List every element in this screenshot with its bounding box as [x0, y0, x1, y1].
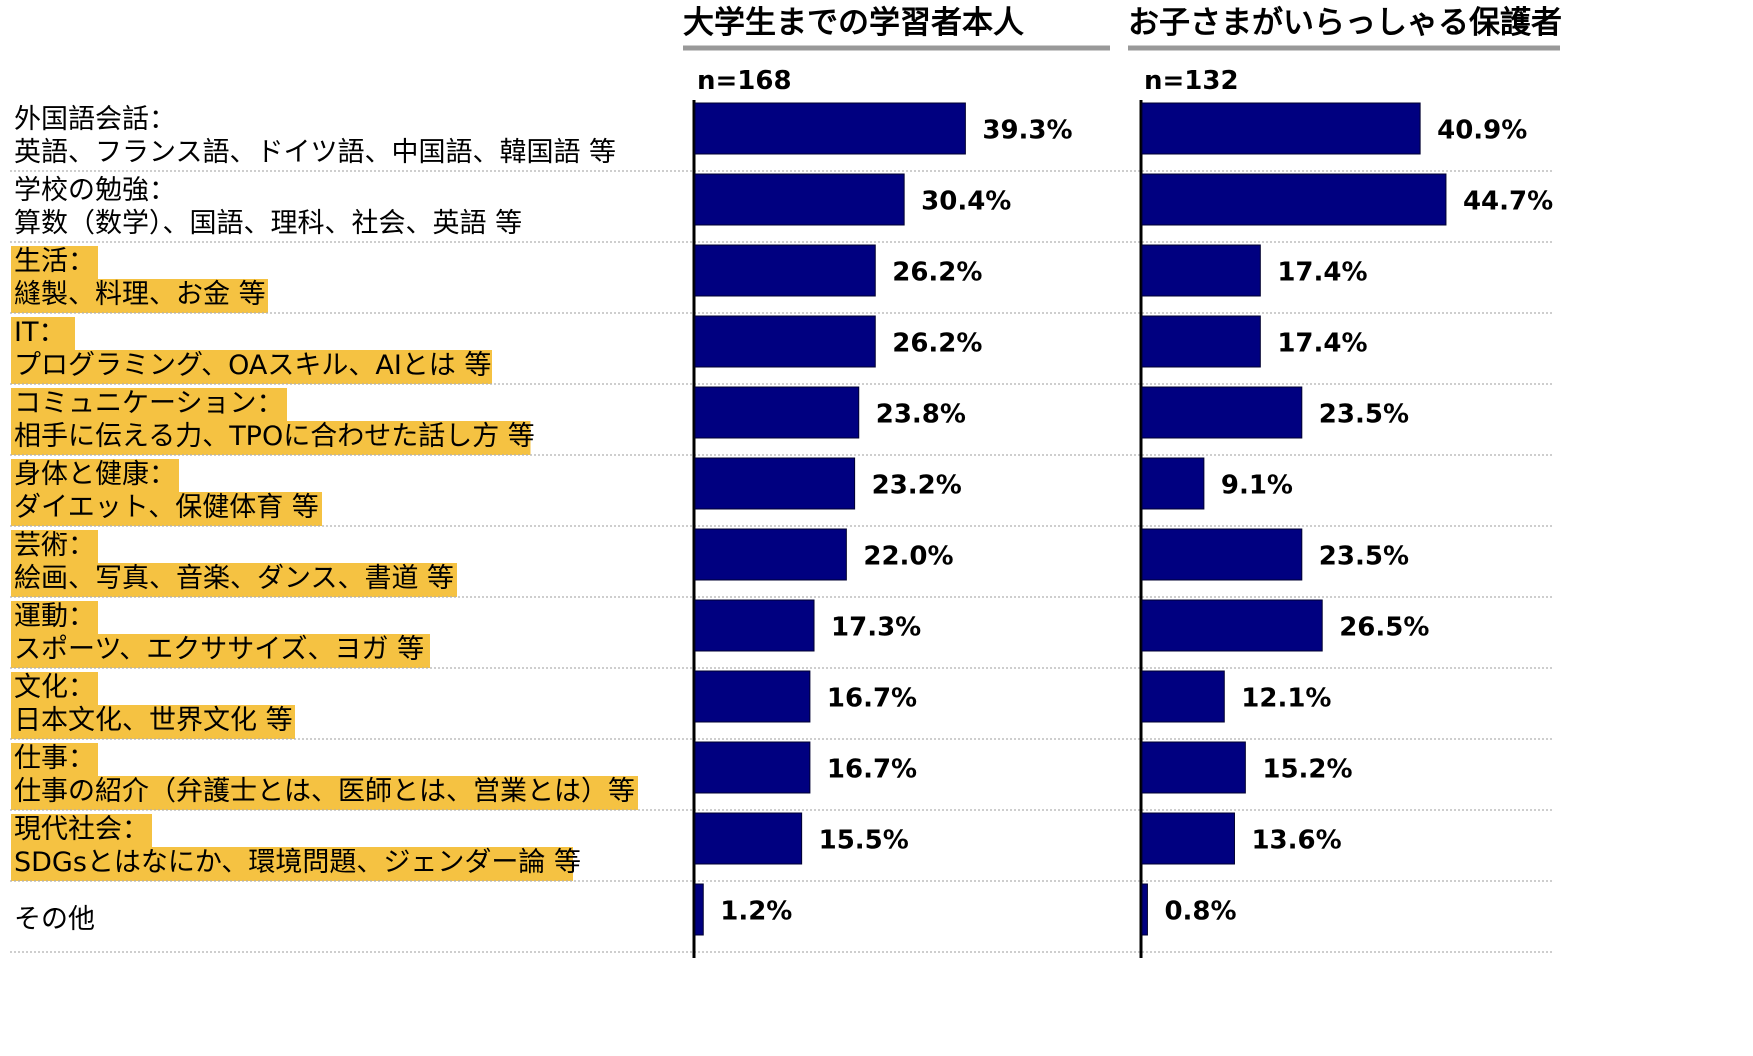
category-examples: 仕事の紹介（弁護士とは、医師とは、営業とは）等	[14, 776, 635, 807]
category-title: IT：	[14, 317, 65, 348]
data-label: 0.8%	[1164, 897, 1236, 927]
series-title: 大学生までの学習者本人	[683, 5, 1024, 41]
category-examples: 相手に伝える力、TPOに合わせた話し方 等	[14, 421, 535, 452]
bar	[1141, 102, 1421, 155]
category-highlight-examples	[11, 279, 268, 313]
category-highlight-examples	[11, 847, 573, 881]
data-label: 30.4%	[921, 187, 1011, 217]
category-examples: 日本文化、世界文化 等	[14, 705, 293, 736]
bar	[1141, 528, 1303, 581]
category-examples: 縫製、料理、お金 等	[14, 279, 266, 310]
sample-size-label: n=132	[1144, 66, 1239, 96]
data-label: 23.2%	[872, 471, 962, 501]
data-label: 44.7%	[1463, 187, 1553, 217]
data-label: 23.5%	[1319, 400, 1409, 430]
category-highlight-title	[11, 743, 98, 776]
category-title: 芸術：	[14, 530, 95, 561]
data-label: 12.1%	[1241, 684, 1331, 714]
category-highlight-examples	[11, 492, 322, 526]
category-highlight-examples	[11, 776, 638, 810]
category-title: 現代社会：	[14, 814, 149, 845]
bar	[1141, 670, 1225, 723]
data-label: 22.0%	[863, 542, 953, 572]
sample-size-label: n=168	[697, 66, 792, 96]
data-label: 1.2%	[720, 897, 792, 927]
data-label: 17.3%	[831, 613, 921, 643]
bar	[694, 173, 905, 226]
data-label: 23.8%	[876, 400, 966, 430]
category-highlight-title	[11, 601, 98, 634]
category-examples: 絵画、写真、音楽、ダンス、書道 等	[14, 563, 454, 594]
data-label: 39.3%	[982, 116, 1072, 146]
category-highlight-title	[11, 388, 287, 421]
bar	[694, 670, 811, 723]
bar	[1141, 173, 1447, 226]
bar	[1141, 741, 1246, 794]
bar	[694, 386, 860, 439]
category-title: 文化：	[14, 672, 95, 703]
bar	[1141, 883, 1148, 936]
bar	[694, 741, 811, 794]
bar	[1141, 599, 1323, 652]
category-highlight-title	[11, 246, 98, 279]
data-label: 26.2%	[892, 258, 982, 288]
category-title: 生活：	[14, 246, 95, 277]
category-title: 運動：	[14, 601, 95, 632]
category-examples: 英語、フランス語、ドイツ語、中国語、韓国語 等	[14, 137, 616, 168]
data-label: 9.1%	[1221, 471, 1293, 501]
category-highlight-examples	[11, 634, 430, 668]
bar	[1141, 244, 1261, 297]
category-highlight-title	[11, 317, 75, 350]
category-title: 外国語会話：	[14, 104, 176, 135]
data-label: 40.9%	[1437, 116, 1527, 146]
data-label: 26.5%	[1339, 613, 1429, 643]
data-label: 17.4%	[1277, 258, 1367, 288]
bar	[694, 812, 803, 865]
bar	[1141, 812, 1235, 865]
category-title: 身体と健康：	[14, 459, 176, 490]
category-highlight-title	[11, 672, 98, 705]
bar	[1141, 386, 1303, 439]
bar	[694, 457, 856, 510]
data-label: 15.2%	[1262, 755, 1352, 785]
category-highlight-examples	[11, 563, 457, 597]
bar	[694, 883, 704, 936]
category-highlight-title	[11, 814, 152, 847]
category-highlight-examples	[11, 705, 295, 739]
category-title: 学校の勉強：	[14, 175, 176, 206]
category-examples: プログラミング、OAスキル、AIとは 等	[14, 350, 491, 381]
data-label: 15.5%	[819, 826, 909, 856]
category-highlight-title	[11, 530, 98, 563]
series-title: お子さまがいらっしゃる保護者	[1128, 5, 1562, 41]
bar	[694, 528, 847, 581]
data-label: 26.2%	[892, 329, 982, 359]
category-title: コミュニケーション：	[14, 388, 283, 419]
data-label: 13.6%	[1251, 826, 1341, 856]
category-examples: スポーツ、エクササイズ、ヨガ 等	[14, 634, 424, 665]
category-highlight-title	[11, 459, 179, 492]
bar	[1141, 457, 1205, 510]
data-label: 17.4%	[1277, 329, 1367, 359]
category-highlight-examples	[11, 350, 492, 384]
bar	[694, 599, 815, 652]
data-label: 16.7%	[827, 755, 917, 785]
category-title: その他	[14, 904, 95, 935]
bar	[1141, 315, 1261, 368]
data-label: 16.7%	[827, 684, 917, 714]
category-examples: SDGsとはなにか、環境問題、ジェンダー論 等	[14, 847, 581, 878]
bar	[694, 244, 876, 297]
category-title: 仕事：	[14, 743, 95, 774]
category-examples: 算数（数学）、国語、理科、社会、英語 等	[14, 208, 522, 239]
data-label: 23.5%	[1319, 542, 1409, 572]
category-highlight-examples	[11, 421, 531, 455]
bar	[694, 315, 876, 368]
bar	[694, 102, 966, 155]
category-examples: ダイエット、保健体育 等	[14, 492, 319, 523]
